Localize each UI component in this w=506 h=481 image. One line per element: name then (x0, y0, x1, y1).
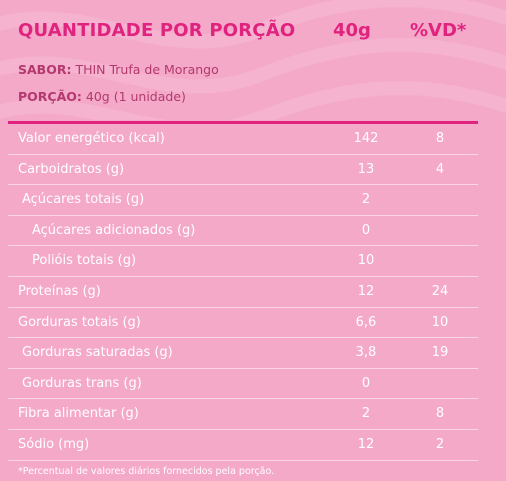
background-wave-pattern (0, 0, 506, 120)
nutrient-amount: 12 (357, 436, 375, 452)
table-row: Carboidratos (g) 13 4 (8, 155, 478, 186)
nutrient-daily-value: 19 (431, 345, 449, 361)
nutrient-label: Valor energético (kcal) (18, 131, 165, 146)
table-row: Proteínas (g) 12 24 (8, 277, 478, 308)
header-serving-column: 40g (333, 20, 371, 41)
table-row: Gorduras trans (g) 0 (8, 369, 478, 400)
nutrient-label: Gorduras trans (g) (22, 375, 142, 391)
table-row: Açúcares totais (g) 2 (8, 185, 478, 216)
serving-value: 40g (1 unidade) (85, 89, 186, 104)
header-title: QUANTIDADE POR PORÇÃO (18, 20, 296, 41)
table-row: Gorduras totais (g) 6,6 10 (8, 308, 478, 339)
nutrient-amount: 10 (357, 253, 375, 269)
nutrient-label: Sódio (mg) (18, 436, 90, 452)
nutrient-amount: 13 (357, 161, 375, 177)
serving-line: PORÇÃO: 40g (1 unidade) (18, 89, 186, 104)
table-row: Fibra alimentar (g) 2 8 (8, 399, 478, 430)
nutrient-daily-value: 8 (435, 406, 445, 422)
table-row: Açúcares adicionados (g) 0 (8, 216, 478, 247)
nutrient-amount: 6,6 (355, 314, 377, 330)
nutrient-daily-value: 8 (435, 131, 445, 146)
nutrient-label: Gorduras totais (g) (18, 314, 141, 330)
nutrient-daily-value: 24 (431, 283, 449, 299)
table-row: Valor energético (kcal) 142 8 (8, 124, 478, 155)
nutrient-label: Açúcares adicionados (g) (32, 222, 196, 238)
nutrient-amount: 2 (361, 192, 371, 208)
nutrient-label: Açúcares totais (g) (22, 192, 145, 208)
table-row: Polióis totais (g) 10 (8, 246, 478, 277)
table-row: Gorduras saturadas (g) 3,8 19 (8, 338, 478, 369)
nutrient-label: Proteínas (g) (18, 283, 101, 299)
nutrient-daily-value: 10 (431, 314, 449, 330)
nutrient-amount: 3,8 (355, 345, 377, 361)
nutrient-amount: 0 (361, 375, 371, 391)
nutrient-daily-value: 4 (435, 161, 445, 177)
nutrition-table: Valor energético (kcal) 142 8 Carboidratos … (8, 121, 478, 461)
footnote: *Percentual de valores diários fornecido… (18, 466, 275, 477)
nutrient-label: Carboidratos (g) (18, 161, 125, 177)
nutrient-amount: 142 (353, 131, 379, 146)
header-vd-column: %VD* (410, 20, 467, 41)
nutrient-amount: 12 (357, 283, 375, 299)
table-row: Sódio (mg) 12 2 (8, 430, 478, 461)
nutrient-amount: 2 (361, 406, 371, 422)
flavor-value: THIN Trufa de Morango (75, 62, 219, 77)
nutrition-header: QUANTIDADE POR PORÇÃO 40g %VD* SABOR: TH… (0, 0, 506, 120)
nutrient-label: Polióis totais (g) (32, 253, 137, 269)
nutrient-label: Gorduras saturadas (g) (22, 345, 173, 361)
nutrient-label: Fibra alimentar (g) (18, 406, 139, 422)
nutrient-daily-value: 2 (435, 436, 445, 452)
nutrient-amount: 0 (361, 222, 371, 238)
serving-label: PORÇÃO: (18, 89, 82, 104)
flavor-line: SABOR: THIN Trufa de Morango (18, 62, 219, 77)
flavor-label: SABOR: (18, 62, 72, 77)
